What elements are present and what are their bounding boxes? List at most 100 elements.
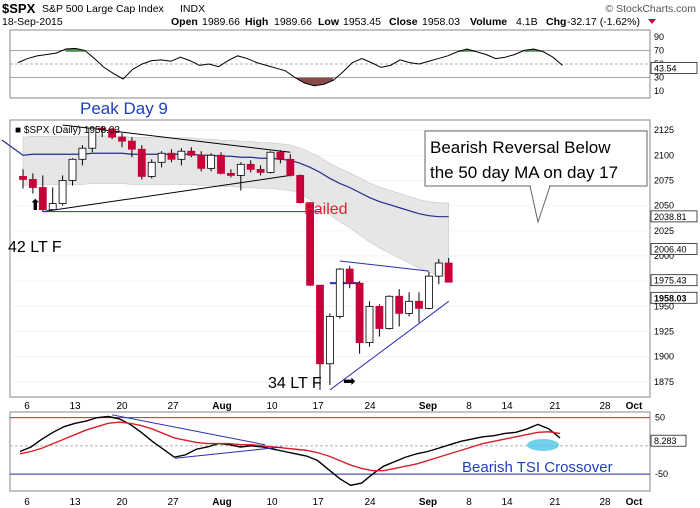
close-label: Close [389,16,418,28]
price-value-label: 2038.81 [654,212,687,222]
rsi-line [17,47,563,87]
price-tick-label: 1950 [654,301,674,311]
exchange-label: INDX [180,3,205,15]
candle-body [424,275,433,309]
price-tick-label: 2000 [654,251,674,261]
candle-body [236,163,245,176]
x-tick-label: 24 [364,497,376,508]
open-label: Open [171,16,198,28]
rsi-overbought-fill [65,48,85,52]
rsi-tick-label: 30 [654,73,664,83]
candle-body [306,202,315,286]
candle-body [167,152,176,160]
x-tick-label: 10 [266,401,278,412]
rsi-tick-label: 90 [654,32,664,42]
candle-body [147,161,156,177]
high-value: 1989.66 [274,16,312,28]
high-label: High [245,16,268,28]
price-value-box [650,243,698,255]
tsi-tick-label: -50 [655,469,668,479]
bearish-reversal-callout: Bearish Reversal Below the 50 day MA on … [424,130,648,224]
x-tick-label: 21 [549,497,561,508]
candle-body [316,284,324,365]
price-value-box [650,291,698,304]
symbol-title: $SPX [2,1,36,16]
tsi-signal-line [19,421,561,472]
x-tick-label: 13 [69,497,81,508]
rsi-value-box [650,62,698,74]
x-tick-label: 17 [312,401,324,412]
candle-body [217,154,225,174]
x-tick-label: 17 [312,497,324,508]
watermark: © StockCharts.com [605,3,696,15]
x-tick-label: 8 [466,497,472,508]
x-tick-label: 14 [501,401,513,412]
x-tick-label: 21 [549,401,561,412]
price-tick-label: 1875 [654,377,674,387]
rsi-oversold-fill [295,77,334,86]
price-legend: ■ $SPX (Daily) 1958.03 [15,125,120,136]
volume-label: Volume [470,16,507,28]
callout-text-2: the 50 day MA on day 17 [430,163,618,182]
callout-box [424,130,648,187]
flag-upper-trendline [339,260,429,272]
candle-body [256,168,265,173]
candle-body [375,305,384,329]
x-tick-label: Aug [212,401,231,412]
up-arrow-icon: ⬆ [29,197,42,214]
failed-annotation: Failed [304,201,348,218]
candle-body [19,176,27,180]
date-label: 18-Sep-2015 [2,16,63,28]
tsi-value-box [650,434,687,447]
tsi-panel [9,411,651,492]
candle-body [157,152,166,163]
rsi-tick-label: 70 [654,45,664,55]
volume-value: 4.1B [516,16,538,28]
candle-body [246,163,255,170]
lt42-annotation: 42 LT F [8,239,62,256]
index-name: S&P 500 Large Cap Index [42,3,165,15]
tsi-value-label: 8.283 [654,436,677,446]
x-tick-label: 27 [167,497,179,508]
x-tick-label: 13 [69,401,81,412]
price-value-label: 1958.03 [654,293,687,303]
x-tick-label: 28 [599,497,611,508]
down-triangle-icon [648,19,656,24]
candle-body [276,151,285,160]
candle-body [177,150,186,160]
price-value-box [650,210,698,223]
tsi-uptrend-line [174,446,283,459]
candle-body [187,150,196,156]
x-tick-label: Sep [419,401,437,412]
candle-body [415,300,423,309]
x-tick-label: 6 [24,401,30,412]
rsi-value-label: 43.54 [654,63,677,73]
candle-body [385,295,394,329]
candle-body [355,282,364,344]
right-arrow-icon: ➡ [343,373,356,390]
x-tick-label: 20 [116,401,128,412]
price-tick-label: 2025 [654,226,674,236]
rsi-tick-label: 10 [654,86,664,96]
candle-body [38,187,47,211]
price-tick-label: 1925 [654,327,674,337]
low-label: Low [318,16,340,28]
candle-body [395,295,404,314]
candle-body [335,268,344,317]
tsi-tick-label: 50 [655,413,665,423]
triangle-lower-trendline [42,174,291,213]
price-tick-label: 2075 [654,175,674,185]
candle-body [98,127,107,130]
candle-body [207,154,216,169]
callout-pointer-join [531,184,549,187]
candle-body [68,158,77,181]
candle-body [118,136,126,142]
x-tick-label: 20 [116,497,128,508]
candle-body [88,127,97,149]
x-tick-label: Oct [626,401,643,412]
x-tick-label: Sep [419,497,437,508]
open-value: 1989.66 [202,16,240,28]
candle-body [127,140,136,150]
candle-body [286,158,295,176]
